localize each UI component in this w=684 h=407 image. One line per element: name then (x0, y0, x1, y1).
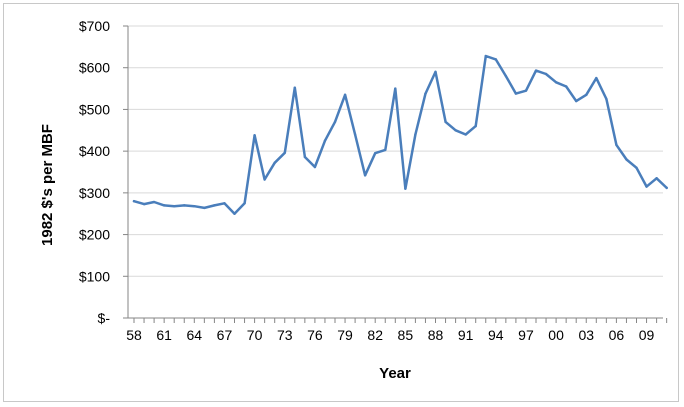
data-point-1966 (213, 204, 216, 207)
x-tick-label-97: 97 (518, 327, 534, 343)
data-point-1975 (303, 155, 307, 159)
x-tick-label-00: 00 (548, 327, 564, 343)
gridlines (128, 25, 663, 277)
data-point-1967 (223, 202, 226, 205)
y-tick-labels: $- $100 $200 $300 $400 $500 $600 $700 (79, 18, 110, 326)
x-tick-label-73: 73 (277, 327, 293, 343)
data-point-1976 (313, 165, 317, 169)
data-point-1993 (484, 54, 487, 58)
data-point-1959 (142, 202, 146, 206)
x-tick-label-85: 85 (398, 327, 414, 343)
data-point-1987 (424, 92, 427, 95)
data-point-2010 (655, 177, 658, 180)
data-point-1961 (162, 204, 166, 207)
y-tick-label-300: $300 (79, 185, 110, 201)
data-point-1998 (534, 69, 538, 72)
x-tick-labels: 58 61 64 67 70 73 76 79 82 85 88 91 94 97 00 03 06 09 (126, 327, 654, 343)
data-point-1997 (524, 89, 528, 92)
chart-frame (3, 3, 679, 402)
x-tick-label-67: 67 (217, 327, 233, 343)
data-point-1988 (434, 70, 437, 74)
data-point-1970 (253, 134, 256, 137)
x-tick-label-70: 70 (247, 327, 263, 343)
data-point-1973 (283, 151, 286, 155)
y-tick-label-400: $400 (79, 143, 110, 159)
y-tick-label-600: $600 (79, 60, 110, 76)
x-tick-label-82: 82 (367, 327, 383, 343)
data-point-1958 (132, 200, 136, 203)
data-point-2001 (564, 85, 568, 88)
x-tick-label-58: 58 (126, 327, 142, 343)
data-point-1977 (323, 139, 327, 142)
data-point-1963 (183, 204, 186, 207)
data-point-1983 (384, 148, 387, 152)
y-axis-title: 1982 $'s per MBF (39, 124, 56, 246)
x-tick-label-06: 06 (609, 327, 625, 343)
data-point-2008 (635, 166, 638, 170)
x-tick-label-91: 91 (458, 327, 474, 343)
x-tick-label-64: 64 (187, 327, 203, 343)
data-point-2007 (625, 158, 628, 161)
data-point-2006 (615, 143, 618, 147)
data-point-1985 (404, 187, 407, 190)
data-point-1992 (474, 124, 477, 128)
y-tick-label-500: $500 (79, 101, 110, 117)
data-point-2011 (665, 186, 668, 190)
data-point-1969 (243, 202, 246, 205)
data-point-1960 (152, 200, 156, 204)
data-point-1974 (293, 86, 296, 89)
data-point-2004 (595, 76, 598, 80)
data-point-1994 (494, 58, 497, 61)
data-point-1990 (454, 129, 457, 132)
data-point-1982 (374, 152, 377, 155)
data-point-1989 (444, 120, 447, 124)
data-point-2000 (554, 81, 558, 84)
data-point-1980 (353, 133, 357, 136)
data-point-2003 (585, 93, 588, 97)
data-point-1964 (193, 205, 196, 208)
data-point-1995 (504, 74, 508, 78)
data-point-1996 (514, 92, 518, 95)
data-point-1968 (233, 212, 236, 215)
series-line (132, 54, 668, 215)
data-point-1965 (203, 206, 206, 210)
y-tick-label-100: $100 (79, 268, 110, 284)
series-layer (132, 54, 668, 215)
data-point-2002 (575, 99, 578, 103)
x-tick-label-76: 76 (307, 327, 323, 343)
data-point-1991 (464, 133, 467, 136)
x-tick-label-79: 79 (337, 327, 353, 343)
data-point-2005 (605, 97, 608, 101)
axes (123, 25, 668, 323)
data-point-1986 (414, 133, 417, 136)
data-point-1984 (394, 87, 397, 90)
data-point-1978 (333, 120, 337, 124)
y-tick-label-200: $200 (79, 227, 110, 243)
x-axis-title: Year (379, 365, 411, 382)
x-tick-label-61: 61 (156, 327, 172, 343)
data-point-1979 (343, 93, 347, 97)
y-tick-label-700: $700 (79, 18, 110, 34)
y-tick-label-0: $- (98, 310, 111, 326)
x-tick-label-94: 94 (488, 327, 504, 343)
data-point-1972 (273, 161, 276, 165)
data-point-2009 (645, 185, 648, 188)
x-tick-label-88: 88 (428, 327, 444, 343)
x-tick-label-03: 03 (578, 327, 594, 343)
data-point-1999 (544, 72, 548, 76)
data-point-1962 (173, 205, 176, 208)
x-tick-label-09: 09 (639, 327, 655, 343)
data-point-1981 (363, 174, 367, 177)
data-point-1971 (263, 178, 266, 181)
